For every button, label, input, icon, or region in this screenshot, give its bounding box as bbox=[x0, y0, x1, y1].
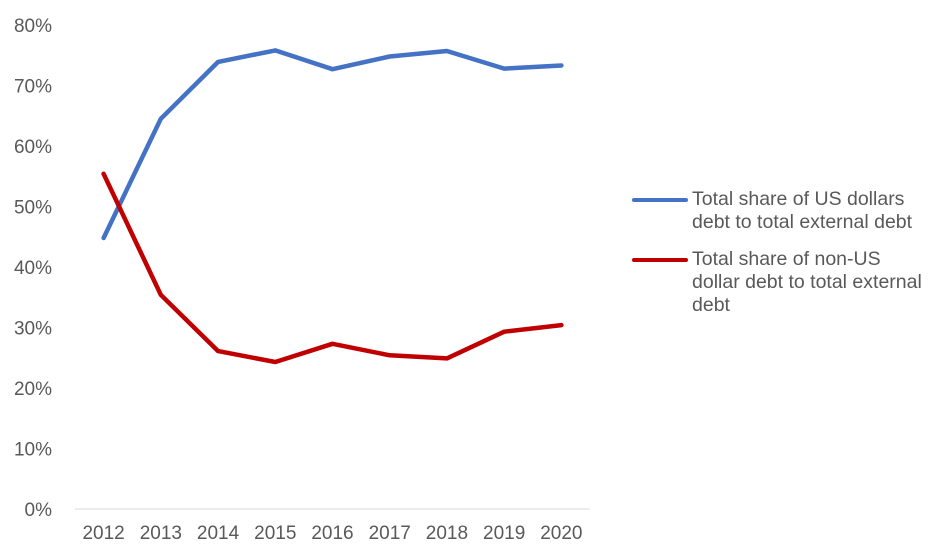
legend-label-us-dollar-debt: Total share of US dollars debt to total … bbox=[692, 188, 913, 233]
y-tick-label: 80% bbox=[14, 16, 52, 37]
x-tick-label: 2012 bbox=[82, 523, 124, 544]
x-tick-label: 2017 bbox=[369, 523, 411, 544]
y-tick-label: 10% bbox=[14, 440, 52, 461]
x-tick-label: 2014 bbox=[197, 523, 240, 544]
x-tick-label: 2016 bbox=[311, 523, 353, 544]
y-axis-tick-labels: 0% 10% 20% 30% 40% 50% 60% 70% 80% bbox=[14, 16, 52, 521]
x-axis-tick-labels: 2012 2013 2014 2015 2016 2017 2018 2019 2020 bbox=[82, 523, 582, 544]
x-tick-label: 2015 bbox=[254, 523, 296, 544]
y-tick-label: 60% bbox=[14, 137, 52, 158]
y-tick-label: 70% bbox=[14, 77, 52, 98]
legend-swatch-non-us-dollar-debt bbox=[632, 258, 688, 262]
series-line-non-us-dollar-debt bbox=[101, 171, 564, 365]
x-tick-label: 2019 bbox=[483, 523, 525, 544]
y-tick-label: 50% bbox=[14, 198, 52, 219]
legend-label-non-us-dollar-debt: Total share of non-US dollar debt to tot… bbox=[692, 248, 922, 316]
legend: Total share of US dollars debt to total … bbox=[632, 188, 922, 331]
legend-item-us-dollar-debt: Total share of US dollars debt to total … bbox=[632, 188, 922, 234]
legend-swatch-us-dollar-debt bbox=[632, 198, 688, 202]
legend-item-non-us-dollar-debt: Total share of non-US dollar debt to tot… bbox=[632, 248, 922, 317]
x-tick-label: 2013 bbox=[140, 523, 182, 544]
series-lines bbox=[101, 48, 564, 365]
series-line-us-dollar-debt bbox=[101, 48, 564, 241]
x-tick-label: 2018 bbox=[426, 523, 468, 544]
y-tick-label: 30% bbox=[14, 319, 52, 340]
y-tick-label: 40% bbox=[14, 258, 52, 279]
y-tick-label: 0% bbox=[25, 500, 53, 521]
x-tick-label: 2020 bbox=[540, 523, 582, 544]
y-tick-label: 20% bbox=[14, 379, 52, 400]
